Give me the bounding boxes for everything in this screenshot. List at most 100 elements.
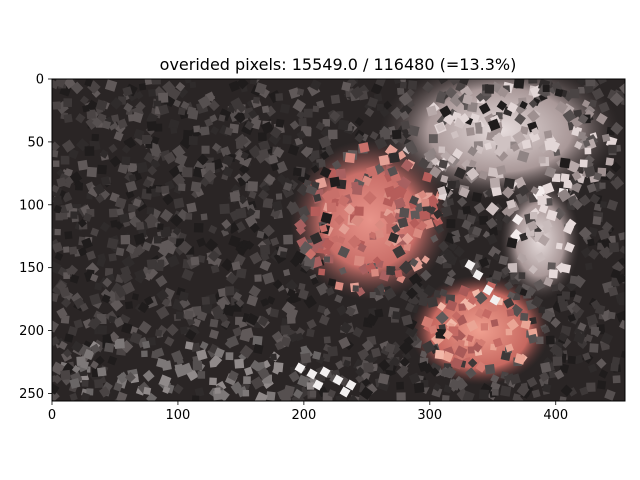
mosaic-tile <box>257 367 271 380</box>
mosaic-tile <box>378 154 390 166</box>
mosaic-tile <box>281 301 296 316</box>
mosaic-tile <box>430 234 439 243</box>
mosaic-tile <box>125 180 138 193</box>
mosaic-tile <box>262 272 275 285</box>
mosaic-tile <box>275 93 284 102</box>
mosaic-tile <box>91 133 99 142</box>
mosaic-tile <box>310 150 320 160</box>
mosaic-tile <box>156 223 164 230</box>
mosaic-tile <box>337 119 350 131</box>
mosaic-tile <box>559 157 571 169</box>
mosaic-tile <box>459 113 470 124</box>
mosaic-tile <box>136 161 149 174</box>
mosaic-tile <box>504 343 514 353</box>
mosaic-tile <box>306 382 315 390</box>
mosaic-tile <box>77 159 89 171</box>
mosaic-tile <box>331 235 340 244</box>
mosaic-tile <box>452 148 463 160</box>
mosaic-tile <box>611 356 621 366</box>
mosaic-tile <box>506 308 515 317</box>
mosaic-tile <box>270 208 281 219</box>
mosaic-tile <box>422 81 435 94</box>
mosaic-tile <box>272 146 285 159</box>
mosaic-tile <box>434 349 445 360</box>
mosaic-tile <box>225 352 234 361</box>
mosaic-tile <box>124 301 134 310</box>
mosaic-tile <box>131 111 144 124</box>
mosaic-tile <box>448 378 461 391</box>
mosaic-tile <box>321 190 334 203</box>
mosaic-tile <box>399 81 407 89</box>
mosaic-tile <box>135 221 145 231</box>
mosaic-tile <box>132 198 142 208</box>
mosaic-tile <box>178 183 186 192</box>
mosaic-tile <box>244 366 254 376</box>
mosaic-tile <box>572 199 583 211</box>
mosaic-tile <box>199 341 209 350</box>
mosaic-tile <box>335 393 348 401</box>
mosaic-image <box>52 79 625 401</box>
mosaic-tile <box>262 197 274 209</box>
mosaic-tile <box>586 382 596 392</box>
mosaic-tile <box>458 187 470 198</box>
mosaic-tile <box>400 159 414 172</box>
mosaic-tile <box>65 202 74 211</box>
mosaic-tile <box>249 222 261 234</box>
mosaic-tile <box>318 135 332 149</box>
mosaic-tile <box>141 350 148 358</box>
mosaic-highlight-tile <box>489 294 501 306</box>
mosaic-tile <box>184 341 194 350</box>
mosaic-tile <box>445 299 458 312</box>
mosaic-tile <box>197 371 206 379</box>
mosaic-tile <box>91 117 103 128</box>
mosaic-tile <box>506 318 519 331</box>
mosaic-tile <box>315 282 330 296</box>
mosaic-tile <box>543 130 553 139</box>
mosaic-tile <box>225 272 239 285</box>
mosaic-tile <box>192 318 202 328</box>
mosaic-tile <box>221 219 232 230</box>
mosaic-tile <box>529 316 537 325</box>
mosaic-tile <box>99 221 111 233</box>
mosaic-tile <box>608 144 617 154</box>
mosaic-tile <box>506 101 519 114</box>
mosaic-tile <box>367 96 379 108</box>
mosaic-tile <box>577 113 589 125</box>
mosaic-tile <box>63 98 73 107</box>
mosaic-tile <box>531 295 544 308</box>
mosaic-tile <box>466 334 474 343</box>
mosaic-tile <box>246 207 256 217</box>
mosaic-tile <box>507 263 518 273</box>
mosaic-tile <box>355 374 365 384</box>
mosaic-tile <box>53 160 60 167</box>
mosaic-tile <box>527 109 540 123</box>
mosaic-highlight-tile <box>319 366 331 378</box>
mosaic-tile <box>558 300 570 313</box>
mosaic-tile <box>563 179 573 189</box>
mosaic-tile <box>564 242 575 253</box>
mosaic-tile <box>197 95 212 109</box>
mosaic-tile <box>400 120 411 130</box>
mosaic-tile <box>214 387 221 394</box>
mosaic-tile <box>401 232 414 245</box>
mosaic-tile <box>173 99 182 108</box>
mosaic-tile <box>376 103 384 111</box>
mosaic-tile <box>542 85 550 93</box>
mosaic-tile <box>393 79 401 85</box>
mosaic-tile <box>60 155 70 165</box>
mosaic-highlight-tile <box>332 374 344 386</box>
mosaic-highlight-tile <box>339 386 351 398</box>
mosaic-tile <box>503 297 515 309</box>
mosaic-tile <box>289 332 299 343</box>
mosaic-tile <box>432 382 442 392</box>
x-tick-label: 300 <box>417 408 442 423</box>
mosaic-tile <box>113 316 125 328</box>
mosaic-tile <box>214 347 225 359</box>
mosaic-tile <box>61 139 76 153</box>
mosaic-tile <box>279 103 291 114</box>
mosaic-tile <box>146 219 156 229</box>
mosaic-tile <box>108 253 117 262</box>
mosaic-tile <box>593 172 602 181</box>
mosaic-tile <box>296 183 310 197</box>
mosaic-tile <box>325 286 335 297</box>
